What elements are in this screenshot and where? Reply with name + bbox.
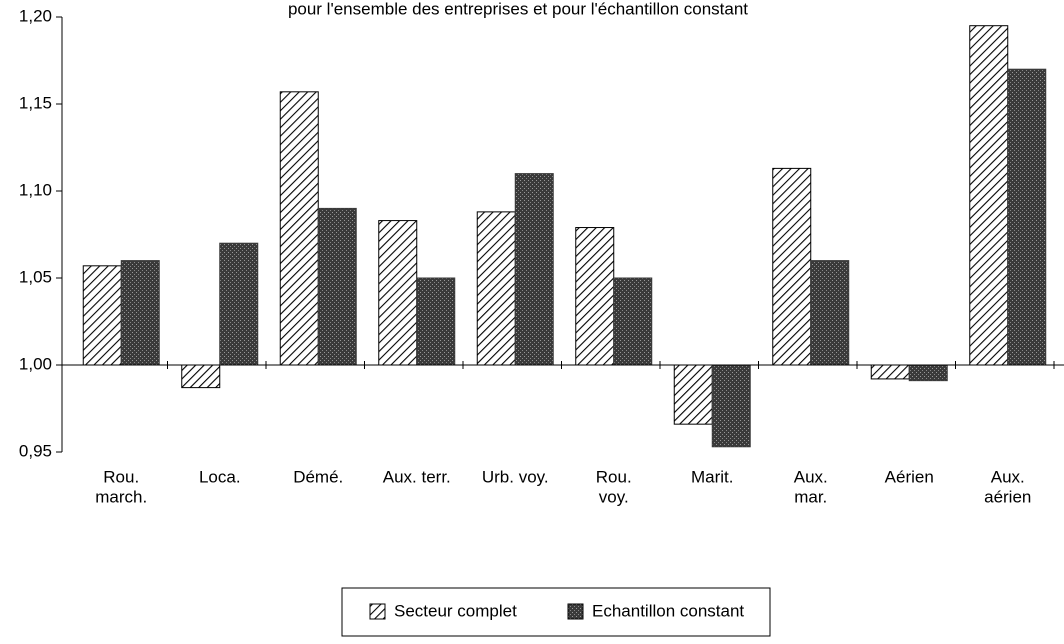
- y-tick-label: 1,00: [19, 354, 52, 373]
- chart-title: pour l'ensemble des entreprises et pour …: [288, 0, 748, 18]
- x-tick-label: Marit.: [691, 467, 734, 486]
- y-tick-label: 1,15: [19, 93, 52, 112]
- legend-swatch: [369, 603, 386, 620]
- bar: [317, 207, 357, 366]
- x-tick-label: Démé.: [293, 467, 343, 486]
- x-tick-label: Loca.: [199, 467, 241, 486]
- bar: [514, 173, 554, 366]
- legend: [341, 587, 771, 637]
- y-tick-label: 1,10: [19, 180, 52, 199]
- bar: [120, 260, 160, 366]
- y-tick-label: 0,95: [19, 441, 52, 460]
- bar: [673, 364, 713, 425]
- bar: [476, 211, 516, 366]
- x-tick-label: mar.: [794, 487, 827, 506]
- bar: [181, 364, 221, 389]
- x-tick-label: Rou.: [103, 467, 139, 486]
- y-tick-label: 1,20: [19, 6, 52, 25]
- x-tick-label: voy.: [599, 487, 629, 506]
- bar: [908, 364, 948, 382]
- bar: [772, 167, 812, 366]
- bar: [969, 25, 1009, 366]
- x-tick-label: march.: [95, 487, 147, 506]
- bar: [416, 277, 456, 366]
- x-tick-label: Aérien: [885, 467, 934, 486]
- bar: [870, 364, 910, 380]
- bar: [711, 364, 751, 448]
- bar: [82, 265, 122, 366]
- bar: [575, 227, 615, 366]
- x-tick-label: Aux.: [991, 467, 1025, 486]
- y-tick-label: 1,05: [19, 267, 52, 286]
- legend-swatch: [567, 603, 584, 620]
- x-tick-label: Aux.: [794, 467, 828, 486]
- bar: [378, 220, 418, 366]
- legend-label: Secteur complet: [394, 601, 517, 620]
- x-tick-label: Urb. voy.: [482, 467, 549, 486]
- x-tick-label: Aux. terr.: [383, 467, 451, 486]
- x-tick-label: Rou.: [596, 467, 632, 486]
- bar: [810, 260, 850, 366]
- x-tick-label: aérien: [984, 487, 1031, 506]
- bar: [1007, 68, 1047, 366]
- bar: [279, 91, 319, 366]
- bar: [613, 277, 653, 366]
- legend-label: Echantillon constant: [592, 601, 744, 620]
- bar: [219, 242, 259, 366]
